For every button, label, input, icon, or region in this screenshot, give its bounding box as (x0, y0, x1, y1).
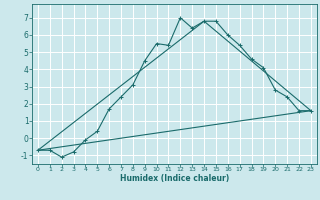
X-axis label: Humidex (Indice chaleur): Humidex (Indice chaleur) (120, 174, 229, 183)
